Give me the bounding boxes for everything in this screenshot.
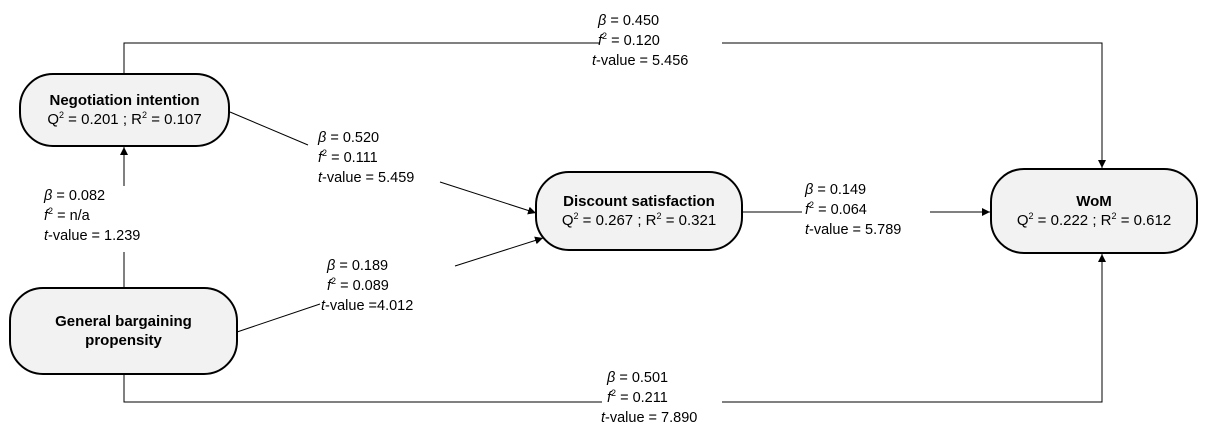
- node-title: WoM: [1076, 193, 1112, 210]
- label-barg-neg: β = 0.082 f2 = n/a t-value = 1.239: [44, 188, 141, 244]
- label-neg-wom: β = 0.450 f2 = 0.120 t-value = 5.456: [592, 13, 689, 69]
- node-stats: Q2 = 0.267 ; R2 = 0.321: [561, 211, 717, 230]
- path-neg-wom-a: [123, 42, 600, 73]
- label-barg-disc: β = 0.189 f2 = 0.089 t-value =4.012: [321, 258, 414, 314]
- path-barg-wom-a: [123, 375, 602, 403]
- node-stats: Q2 = 0.222 ; R2 = 0.612: [1016, 211, 1172, 230]
- node-title: Negotiation intention: [49, 92, 200, 109]
- label-barg-wom: β = 0.501 f2 = 0.211 t-value = 7.890: [601, 370, 698, 426]
- node-negotiation-intention: Negotiation intention Q2 = 0.201 ; R2 = …: [19, 73, 230, 147]
- path-neg-disc-b: [439, 181, 537, 215]
- path-neg-disc-a: [229, 111, 309, 146]
- node-discount-satisfaction: Discount satisfaction Q2 = 0.267 ; R2 = …: [535, 171, 743, 251]
- node-title-line2: propensity: [85, 332, 162, 349]
- node-wom: WoM Q2 = 0.222 ; R2 = 0.612: [990, 168, 1198, 254]
- path-barg-disc-b: [454, 236, 544, 267]
- label-disc-wom: β = 0.149 f2 = 0.064 t-value = 5.789: [805, 182, 902, 238]
- node-general-bargaining-propensity: General bargaining propensity: [9, 287, 238, 375]
- path-barg-disc-a: [236, 303, 321, 333]
- path-neg-wom-b: [722, 42, 1106, 168]
- path-barg-wom-b: [722, 254, 1106, 403]
- node-title: Discount satisfaction: [563, 193, 715, 210]
- label-neg-disc: β = 0.520 f2 = 0.111 t-value = 5.459: [318, 130, 415, 186]
- node-stats: Q2 = 0.201 ; R2 = 0.107: [47, 110, 202, 129]
- node-title-line1: General bargaining: [55, 313, 192, 330]
